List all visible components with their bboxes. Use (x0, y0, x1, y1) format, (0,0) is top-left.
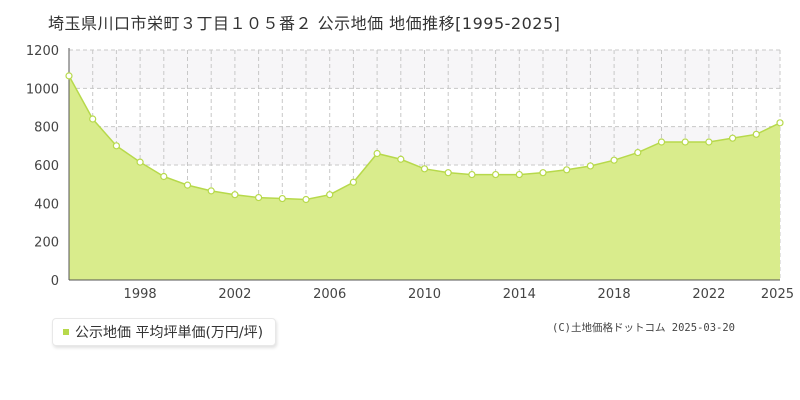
data-point (255, 193, 263, 202)
data-point (112, 142, 121, 150)
data-point (657, 138, 666, 146)
y-tick-label: 600 (34, 159, 59, 174)
x-tick-label: 2014 (503, 287, 536, 302)
data-point (231, 191, 239, 199)
x-tick-label: 2018 (598, 287, 631, 302)
x-tick-label: 2006 (313, 287, 346, 302)
data-point (444, 169, 452, 177)
y-tick-label: 1000 (26, 82, 59, 97)
axes (68, 48, 780, 281)
data-point (563, 166, 571, 174)
legend-swatch (63, 329, 69, 335)
data-point (302, 195, 310, 204)
data-point (539, 169, 547, 177)
data-point (183, 181, 192, 189)
data-point (468, 170, 476, 179)
data-point (278, 194, 286, 203)
data-point (681, 138, 689, 146)
series-area-fill (69, 75, 780, 280)
y-tick-label: 200 (34, 236, 59, 251)
data-point (705, 138, 713, 146)
data-point (373, 149, 381, 158)
y-tick-label: 1200 (26, 44, 59, 59)
data-point (492, 170, 500, 179)
grid-band (69, 50, 780, 89)
legend: 公示地価 平均坪単価(万円/坪) (52, 318, 277, 346)
data-point (65, 72, 73, 80)
credit: (C)土地価格ドットコム 2025-03-20 (552, 322, 736, 334)
tick-labels: 0 200 400 600 800 1000 1200 1998 2002 2006 2010 201… (26, 44, 794, 302)
data-point (397, 155, 405, 163)
data-point (207, 187, 215, 195)
data-point (349, 178, 357, 186)
y-tick-label: 800 (34, 121, 59, 136)
data-point (776, 119, 784, 127)
y-tick-label: 0 (51, 274, 59, 289)
data-point (515, 170, 523, 179)
data-point (136, 158, 144, 166)
x-tick-label: 2022 (692, 287, 725, 302)
x-tick-label: 2002 (218, 287, 251, 302)
data-point (634, 148, 642, 157)
data-point (586, 162, 595, 170)
x-tick-label: 1998 (124, 287, 157, 302)
x-tick-label: 2010 (408, 287, 441, 302)
data-point (728, 134, 737, 142)
series-markers (65, 72, 784, 204)
data-point (610, 156, 618, 164)
data-point (420, 165, 429, 173)
data-point (752, 130, 760, 138)
legend-label: 公示地価 平均坪単価(万円/坪) (75, 325, 264, 341)
y-tick-label: 400 (34, 197, 59, 212)
data-point (326, 191, 334, 199)
chart-title: 埼玉県川口市栄町３丁目１０５番２ 公示地価 地価推移[1995-2025] (48, 14, 561, 33)
x-tick-label: 2025 (761, 287, 794, 302)
data-point (160, 172, 168, 181)
data-point (89, 115, 97, 123)
